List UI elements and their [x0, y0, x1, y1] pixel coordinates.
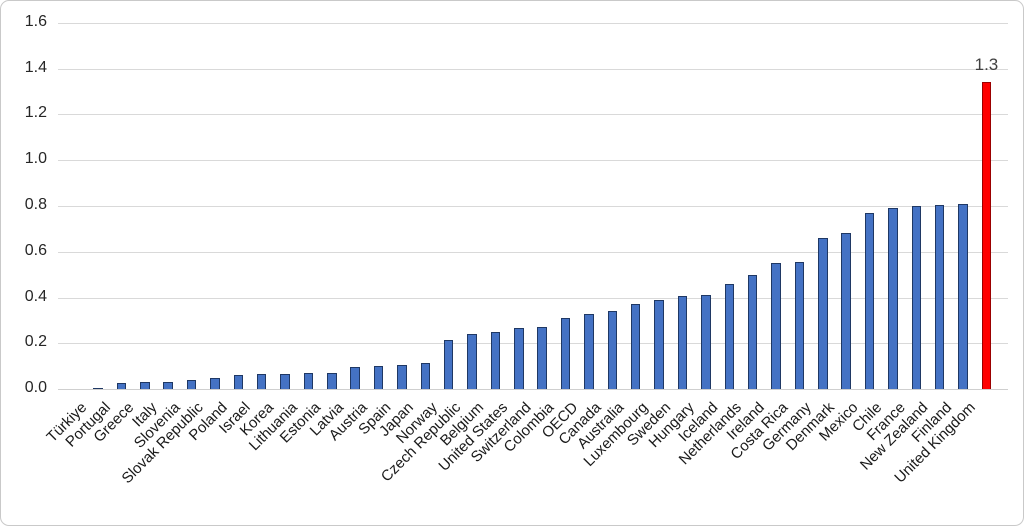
- bar-slovenia: [186, 379, 197, 389]
- gridline: [58, 298, 1008, 299]
- bar-united-states: [514, 328, 524, 389]
- bar-spain: [397, 364, 407, 389]
- bar-türkiye: [93, 387, 103, 389]
- bar-costa-rica: [794, 262, 805, 389]
- bar-hungary: [701, 295, 711, 389]
- bar-latvia: [350, 367, 360, 389]
- x-axis-line: [58, 389, 1008, 390]
- gridline: [58, 160, 1008, 161]
- bar-austria: [373, 366, 384, 389]
- bar-oecd: [584, 313, 594, 389]
- bar-israel: [256, 374, 267, 389]
- y-tick-label: 1.2: [24, 104, 47, 121]
- bar-estonia: [327, 372, 337, 389]
- bar-united-kingdom: [981, 82, 992, 389]
- y-tick-label: 0.4: [24, 288, 47, 305]
- bar-ireland: [771, 263, 781, 389]
- bar-denmark: [841, 233, 851, 389]
- y-tick-label: 0.6: [24, 242, 47, 259]
- y-tick-label: 1.4: [24, 59, 47, 76]
- bar-czech-republic: [467, 334, 477, 389]
- bar-new-zealand: [934, 204, 945, 389]
- bar-colombia: [560, 318, 571, 389]
- bar-france: [911, 206, 922, 389]
- bar-finland: [958, 203, 968, 389]
- bar-switzerland: [537, 327, 547, 389]
- gridline: [58, 252, 1008, 253]
- gridline: [58, 69, 1008, 70]
- bar-sweden: [677, 296, 688, 389]
- bar-portugal: [116, 383, 127, 389]
- bar-greece: [140, 382, 150, 389]
- bar-lithuania: [303, 372, 314, 389]
- bar-australia: [630, 304, 641, 389]
- bar-netherlands: [747, 274, 758, 389]
- bar-belgium: [490, 331, 501, 389]
- gridline: [58, 343, 1008, 344]
- bar-poland: [233, 375, 244, 389]
- bar-italy: [163, 382, 173, 389]
- y-tick-label: 0.8: [24, 196, 47, 213]
- bar-iceland: [724, 283, 734, 389]
- y-tick-label: 0.0: [24, 379, 47, 396]
- gridline: [58, 206, 1008, 207]
- bar-japan: [420, 362, 431, 389]
- bar-mexico: [864, 212, 875, 389]
- bar-norway: [443, 339, 454, 389]
- y-tick-label: 0.2: [24, 333, 47, 350]
- bar-canada: [607, 311, 618, 389]
- bar-luxembourg: [654, 299, 664, 389]
- bar-chile: [888, 208, 898, 389]
- gridline: [58, 114, 1008, 115]
- y-tick-label: 1.6: [24, 13, 47, 30]
- bar-germany: [818, 238, 828, 389]
- gridline: [58, 23, 1008, 24]
- bar-slovak-republic: [210, 377, 220, 389]
- data-label: 1.3: [974, 55, 999, 75]
- bar-korea: [280, 374, 290, 389]
- y-tick-label: 1.0: [24, 150, 47, 167]
